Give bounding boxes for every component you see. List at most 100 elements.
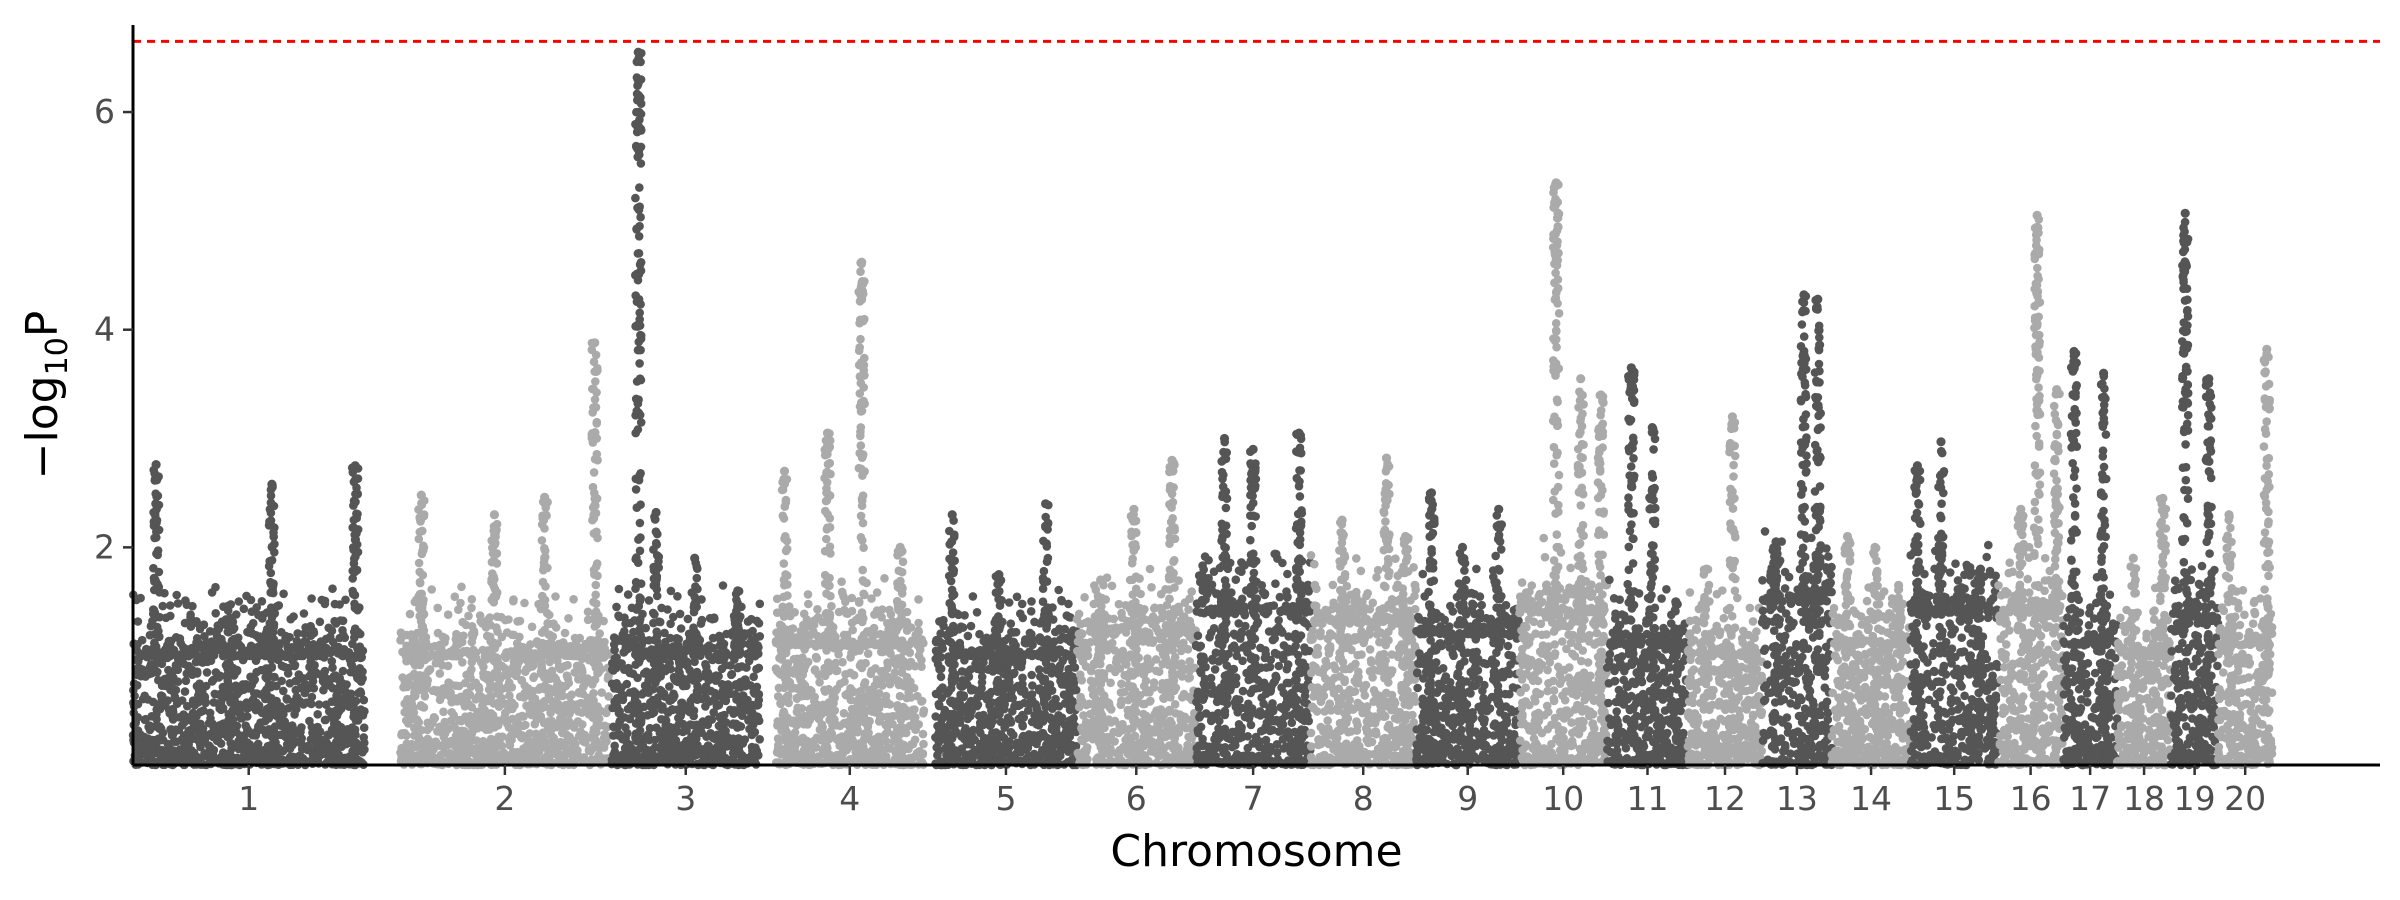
snp-point — [689, 607, 699, 617]
snp-point — [485, 613, 495, 622]
snp-point — [474, 713, 483, 722]
snp-point — [755, 735, 764, 744]
snp-point — [564, 614, 573, 623]
snp-point — [688, 750, 698, 760]
snp-point — [896, 576, 905, 586]
snp-point — [492, 612, 502, 621]
snp-point — [632, 321, 642, 330]
snp-point — [257, 597, 267, 606]
peak-snp-point — [779, 466, 790, 476]
snp-point — [779, 474, 788, 484]
snp-point — [780, 729, 790, 738]
snp-point — [497, 684, 507, 694]
snp-point — [718, 581, 728, 590]
snp-point — [226, 691, 235, 700]
snp-point — [744, 629, 753, 638]
snp-point — [356, 688, 366, 698]
snp-point — [644, 596, 654, 605]
snp-point — [149, 508, 158, 517]
snp-point — [730, 690, 740, 699]
snp-point — [481, 623, 491, 632]
snp-point — [264, 725, 274, 734]
snp-point — [825, 523, 835, 532]
snp-point — [592, 388, 601, 397]
snp-point — [350, 599, 359, 609]
snp-point — [558, 638, 568, 647]
peak-snp-point — [822, 428, 833, 438]
snp-point — [876, 677, 886, 686]
snp-point — [623, 590, 633, 599]
snp-point — [782, 571, 792, 580]
snp-point — [662, 734, 671, 743]
snp-point — [779, 559, 789, 568]
snp-point — [333, 720, 342, 729]
snp-point — [886, 649, 895, 658]
snp-point — [751, 743, 760, 752]
snp-point — [237, 714, 246, 723]
snp-point — [832, 666, 841, 676]
snp-point — [627, 755, 636, 765]
snp-point — [497, 632, 507, 642]
snp-point — [896, 643, 905, 653]
snp-point — [858, 565, 867, 575]
snp-point — [454, 605, 463, 614]
snp-point — [279, 730, 288, 740]
snp-point — [905, 753, 915, 763]
snp-point — [781, 720, 790, 729]
snp-point — [152, 622, 162, 632]
snp-point — [752, 664, 761, 674]
snp-point — [416, 702, 426, 711]
snp-point — [350, 590, 360, 600]
snp-point — [409, 708, 419, 717]
snp-point — [842, 745, 851, 755]
snp-point — [656, 685, 665, 695]
snp-point — [279, 709, 288, 719]
snp-point — [657, 741, 666, 750]
snp-point — [561, 681, 571, 691]
snp-point — [304, 645, 313, 655]
snp-point — [332, 737, 341, 747]
snp-point — [158, 601, 168, 611]
snp-point — [811, 652, 821, 662]
snp-point — [500, 715, 510, 724]
snp-point — [443, 610, 453, 619]
snp-point — [449, 721, 459, 731]
snp-point — [153, 667, 162, 677]
snp-point — [150, 629, 160, 639]
snp-point — [636, 300, 645, 309]
snp-point — [541, 503, 550, 512]
snp-point — [863, 627, 872, 636]
snp-point — [588, 482, 598, 492]
snp-point — [692, 667, 702, 677]
snp-point — [804, 599, 813, 609]
snp-point — [822, 704, 832, 713]
chromosome-4-points — [771, 257, 929, 770]
snp-point — [180, 618, 190, 628]
snp-point — [173, 654, 183, 663]
snp-point — [314, 700, 324, 709]
snp-point — [522, 701, 531, 711]
snp-point — [155, 749, 164, 758]
snp-point — [213, 729, 223, 739]
snp-point — [143, 746, 153, 756]
snp-point — [282, 743, 292, 753]
snp-point — [634, 733, 644, 743]
snp-point — [881, 737, 891, 746]
snp-point — [565, 720, 575, 730]
snp-point — [860, 729, 870, 738]
snp-point — [492, 623, 501, 632]
snp-point — [652, 663, 661, 673]
snp-point — [417, 621, 427, 631]
snp-point — [623, 704, 633, 714]
snp-point — [338, 616, 348, 626]
snp-point — [591, 702, 600, 711]
snp-point — [307, 682, 316, 692]
snp-point — [300, 637, 309, 646]
snp-point — [211, 609, 220, 618]
snp-point — [211, 582, 220, 592]
snp-point — [488, 723, 498, 732]
snp-point — [249, 676, 258, 686]
snp-point — [196, 719, 205, 729]
